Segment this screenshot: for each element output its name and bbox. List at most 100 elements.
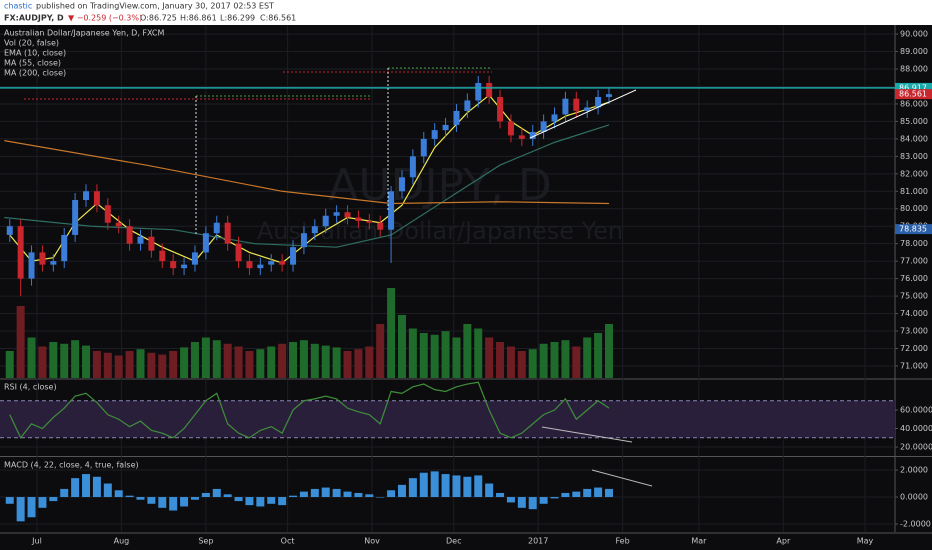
candle-body (529, 131, 536, 139)
volume-bar (136, 349, 145, 378)
ohlc-high: H:86.861 (180, 14, 217, 23)
candle-body (290, 247, 297, 265)
macd-bar (60, 488, 69, 498)
candle-body (420, 138, 427, 157)
volume-bar (572, 346, 581, 378)
candle-body (72, 200, 79, 235)
change: ▼ −0.259 (−0.3%) (68, 14, 142, 23)
candle-body (61, 234, 68, 262)
macd-bar (92, 476, 101, 498)
macd-bar (419, 472, 428, 498)
candle-body (355, 217, 362, 221)
y-tick-label: 73.000 (900, 327, 928, 336)
y-tick-label: 40.0000 (900, 424, 932, 433)
y-tick-label: 82.000 (900, 169, 928, 178)
macd-bar (474, 475, 483, 498)
volume-bar (212, 340, 221, 378)
volume-bar (365, 346, 374, 378)
macd-bar (212, 488, 221, 498)
volume-bar (408, 328, 417, 378)
macd-bar (299, 491, 308, 498)
rsi-band (0, 400, 895, 438)
volume-bar (441, 331, 450, 378)
y-tick-label: 60.0000 (900, 406, 932, 415)
volume-bar (245, 351, 254, 378)
candle-body (311, 226, 318, 234)
x-tick-label: 2017 (528, 537, 548, 546)
volume-bar (278, 343, 287, 378)
candle-body (453, 110, 460, 125)
panel-title: RSI (4, close) (4, 383, 57, 392)
volume-bar (550, 342, 559, 378)
y-tick-label: 20.0000 (900, 443, 932, 452)
x-tick-label: Mar (691, 537, 707, 546)
volume-bar (234, 346, 243, 378)
candle-body (257, 264, 264, 269)
macd-bar (561, 492, 570, 498)
macd-bar (441, 474, 450, 498)
volume-bar (397, 315, 406, 378)
volume-bar (299, 340, 308, 378)
macd-bar (583, 488, 592, 498)
candle-body (398, 177, 405, 192)
candle-body (464, 100, 471, 111)
candle-body (191, 252, 198, 265)
macd-bar (496, 492, 505, 498)
macd-bar (103, 483, 112, 498)
macd-bar (16, 497, 25, 522)
macd-bar (376, 497, 385, 498)
macd-bar (506, 497, 515, 503)
macd-bar (430, 471, 439, 498)
volume-bar (147, 352, 156, 378)
volume-bar (114, 355, 123, 378)
volume-bar (387, 288, 396, 378)
candle-body (507, 121, 514, 136)
author[interactable]: chastic (4, 2, 32, 11)
volume-bar (419, 333, 428, 378)
volume-bar (289, 342, 298, 378)
macd-bar (201, 492, 210, 498)
candle-body (431, 130, 438, 139)
trend-line (529, 89, 637, 139)
candle-body (148, 236, 155, 251)
ohlc-open: O:86.725 (140, 14, 177, 23)
y-tick-label: 75.000 (900, 292, 928, 301)
candle-body (279, 261, 286, 265)
candle-body (17, 226, 24, 279)
volume-bar (463, 324, 472, 378)
y-tick-label: 89.000 (900, 47, 928, 56)
y-tick-label: 90.000 (900, 30, 928, 39)
candle-body (409, 156, 416, 178)
volume-bar (343, 351, 352, 378)
x-tick-label: Nov (364, 537, 380, 546)
x-tick-label: May (857, 537, 874, 546)
macd-bar (539, 497, 548, 504)
candle-body (159, 250, 166, 262)
candle-body (170, 261, 177, 269)
volume-bar (190, 342, 199, 378)
volume-bar (485, 337, 494, 378)
candle-body (377, 222, 384, 230)
volume-bar (583, 337, 592, 378)
y-tick-label: 78.000 (900, 239, 928, 248)
macd-bar (397, 484, 406, 498)
legend-title: Australian Dollar/Japanese Yen, D, FXCM (4, 29, 164, 38)
published: published on TradingView.com, January 30… (36, 2, 274, 11)
candle-body (39, 252, 46, 265)
volume-bar (16, 306, 25, 378)
volume-bar (38, 346, 47, 378)
candle-body (28, 252, 35, 279)
volume-bar (528, 349, 537, 378)
candle-body (93, 191, 100, 206)
macd-bar (49, 497, 58, 502)
y-tick-label: 2.0000 (900, 466, 928, 475)
price-label-box (895, 224, 932, 235)
candle-body (366, 220, 373, 223)
price-label: 78.835 (899, 225, 927, 234)
volume-bar (27, 337, 36, 378)
macd-bar (485, 483, 494, 498)
ohlc-close: C:86.561 (260, 14, 296, 23)
candle-body (213, 222, 220, 234)
macd-bar (332, 488, 341, 498)
x-tick-label: Oct (281, 537, 295, 546)
